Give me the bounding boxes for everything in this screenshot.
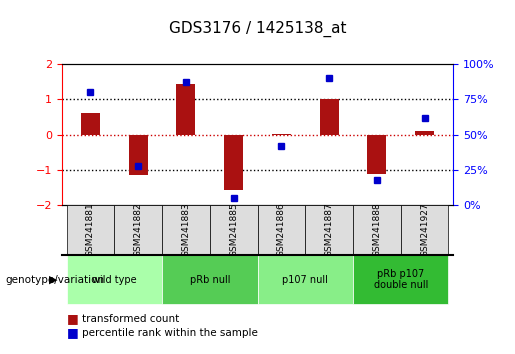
Bar [66,255,162,304]
Text: ■: ■ [67,326,79,339]
Bar [224,135,243,190]
Text: genotype/variation: genotype/variation [5,275,104,285]
Text: percentile rank within the sample: percentile rank within the sample [82,328,259,338]
Text: GSM241885: GSM241885 [229,203,238,257]
Text: wild type: wild type [92,275,136,285]
Text: GSM241886: GSM241886 [277,203,286,257]
Bar [353,205,401,255]
Bar [305,205,353,255]
Bar [415,131,434,135]
Bar [258,255,353,304]
Bar [81,113,100,135]
Text: GSM241887: GSM241887 [324,203,334,257]
Text: GSM241888: GSM241888 [372,203,381,257]
Bar [66,205,114,255]
Bar [353,255,449,304]
Bar [258,205,305,255]
Bar [319,99,339,135]
Text: GSM241882: GSM241882 [134,203,143,257]
Text: ■: ■ [67,312,79,325]
Text: GSM241881: GSM241881 [86,203,95,257]
Text: transformed count: transformed count [82,314,180,324]
Text: GDS3176 / 1425138_at: GDS3176 / 1425138_at [169,21,346,38]
Bar [367,135,386,174]
Bar [272,134,291,135]
Text: GSM241927: GSM241927 [420,203,429,257]
Text: GSM241883: GSM241883 [181,203,191,257]
Bar [401,205,449,255]
Text: p107 null: p107 null [282,275,328,285]
Text: ▶: ▶ [49,275,58,285]
Bar [176,84,196,135]
Bar [162,205,210,255]
Text: pRb null: pRb null [190,275,230,285]
Text: pRb p107
double null: pRb p107 double null [373,269,428,291]
Bar [162,255,258,304]
Bar [129,135,148,175]
Bar [210,205,258,255]
Bar [114,205,162,255]
